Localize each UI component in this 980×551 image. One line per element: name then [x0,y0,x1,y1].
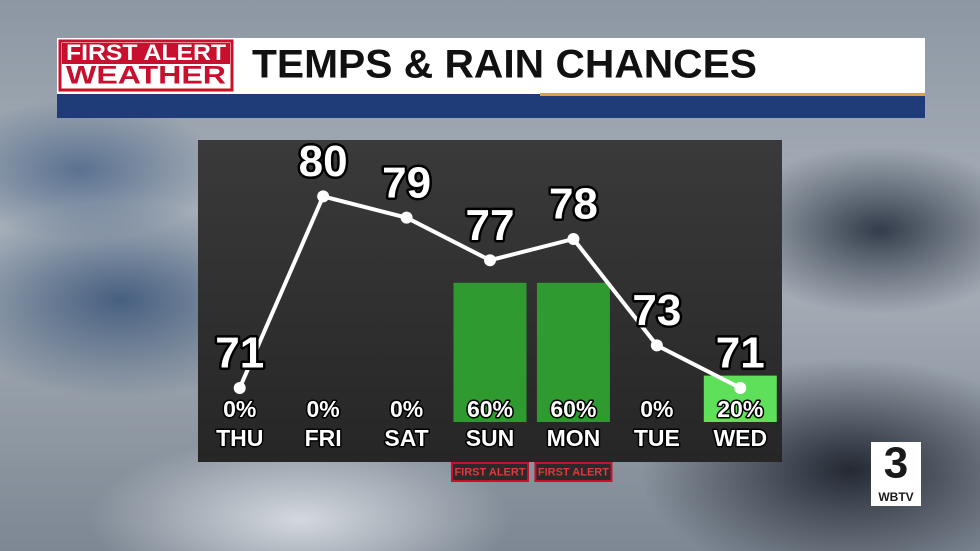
rain-label: 0% [223,396,256,422]
station-logo-box [871,442,921,506]
first-alert-badge [451,462,529,482]
first-alert-text: FIRST ALERT [538,466,609,478]
day-label: THU [216,425,263,451]
temp-label: 71 [215,329,264,378]
station-number: 3 [884,439,908,488]
rain-bar [453,282,527,422]
temp-label: 73 [632,286,681,335]
temp-point [734,381,747,394]
temp-point [233,381,246,394]
logo-top: FIRST ALERT [66,40,227,65]
station-name: WBTV [878,490,913,504]
temp-point [400,211,413,224]
temp-point [484,254,496,267]
first-alert-badge [534,462,613,482]
temp-label: 79 [382,158,431,207]
temp-label: 80 [299,137,348,186]
first-alert-text: FIRST ALERT [454,466,525,478]
rain-label: 20% [717,396,763,422]
rain-label: 60% [550,396,596,422]
title: TEMPS & RAIN CHANCES [252,43,757,87]
logo-bottom: WEATHER [66,62,226,90]
rain-label: 60% [467,396,513,422]
logo-top-bg [62,43,230,64]
day-label: TUE [634,425,680,451]
day-label: SAT [384,425,428,451]
temp-point [317,190,330,203]
temp-point [567,232,580,245]
temp-point [650,339,663,352]
rain-label: 0% [307,396,340,422]
rain-label: 0% [640,396,673,422]
day-label: MON [547,425,601,451]
temp-label: 77 [466,201,515,250]
rain-bar [536,282,610,422]
temp-label: 78 [549,180,598,229]
temp-label: 71 [716,329,765,378]
day-label: FRI [305,425,342,451]
day-label: WED [713,425,767,451]
rain-label: 0% [390,396,423,422]
header-stripe [57,94,925,118]
header-accent [540,93,925,96]
day-label: SUN [466,425,515,451]
